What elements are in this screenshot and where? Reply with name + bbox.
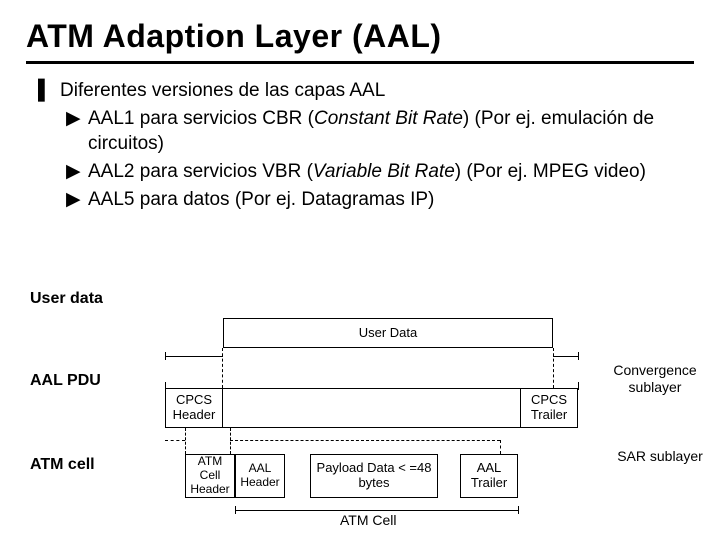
connector-line	[553, 356, 578, 357]
text-part: AAL1 para servicios CBR (	[88, 108, 314, 129]
tick-mark	[578, 352, 579, 360]
bullet-text: AAL1 para servicios CBR (Constant Bit Ra…	[88, 106, 686, 157]
box-cpcs-header: CPCS Header	[165, 388, 223, 428]
page-title: ATM Adaption Layer (AAL)	[0, 0, 720, 61]
bullet-marker-icon: ▶	[66, 106, 88, 157]
bullet-level2: ▶ AAL2 para servicios VBR (Variable Bit …	[38, 159, 686, 185]
dashed-connector	[222, 348, 223, 388]
label-convergence-sublayer: Convergence sublayer	[600, 362, 710, 396]
label-atm-cell-bottom: ATM Cell	[340, 512, 397, 528]
dashed-connector	[230, 440, 500, 441]
bullet-text: AAL5 para datos (Por ej. Datagramas IP)	[88, 187, 686, 213]
dashed-connector	[553, 348, 554, 388]
box-payload: Payload Data < =48 bytes	[310, 454, 438, 498]
box-border	[223, 388, 520, 389]
extent-line	[235, 510, 518, 511]
text-part: AAL2 para servicios VBR (	[88, 161, 313, 182]
box-aal-trailer: AAL Trailer	[460, 454, 518, 498]
bullet-level1: ▌ Diferentes versiones de las capas AAL	[38, 78, 686, 104]
dashed-connector	[230, 428, 231, 454]
tick-mark	[578, 382, 579, 390]
bullet-text: Diferentes versiones de las capas AAL	[60, 78, 686, 104]
tick-mark	[165, 382, 166, 390]
text-italic: Variable Bit Rate	[313, 161, 455, 182]
label-sar-sublayer: SAR sublayer	[610, 448, 710, 465]
dashed-connector	[185, 428, 186, 454]
connector-line	[165, 356, 223, 357]
text-italic: Constant Bit Rate	[314, 108, 463, 129]
dashed-connector	[165, 440, 185, 441]
bullet-level2: ▶ AAL1 para servicios CBR (Constant Bit …	[38, 106, 686, 157]
tick-mark	[165, 352, 166, 360]
box-aal-header: AAL Header	[235, 454, 285, 498]
bullet-text: AAL2 para servicios VBR (Variable Bit Ra…	[88, 159, 686, 185]
bullet-marker-icon: ▌	[38, 78, 60, 104]
box-cpcs-trailer: CPCS Trailer	[520, 388, 578, 428]
tick-mark	[235, 506, 236, 514]
box-border	[223, 427, 520, 428]
bullet-level2: ▶ AAL5 para datos (Por ej. Datagramas IP…	[38, 187, 686, 213]
diagram: User Data CPCS Header CPCS Trailer ATM C…	[0, 300, 720, 540]
tick-mark	[518, 506, 519, 514]
text-part: ) (Por ej. MPEG video)	[455, 161, 646, 182]
bullet-marker-icon: ▶	[66, 159, 88, 185]
bullet-marker-icon: ▶	[66, 187, 88, 213]
bullet-list: ▌ Diferentes versiones de las capas AAL …	[0, 78, 720, 212]
dashed-connector	[500, 440, 501, 454]
title-underline	[26, 61, 694, 64]
box-user-data: User Data	[223, 318, 553, 348]
box-atm-cell-header: ATM Cell Header	[185, 454, 235, 498]
